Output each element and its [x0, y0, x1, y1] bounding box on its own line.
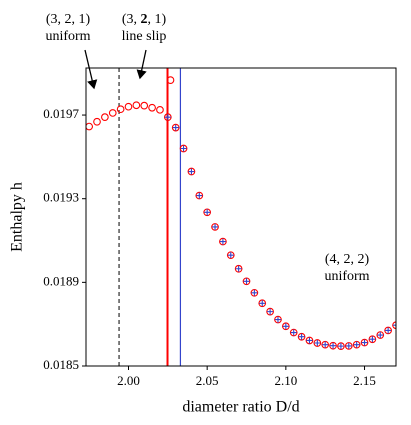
circle-marker	[313, 339, 322, 347]
plus-marker	[243, 278, 250, 285]
annotation-title: (3, 2, 1)	[46, 12, 91, 27]
circle-marker	[242, 277, 251, 286]
circle-marker	[321, 340, 330, 349]
circle-marker	[352, 340, 361, 349]
circle-marker	[360, 338, 369, 347]
circle-marker	[368, 335, 377, 344]
plus-marker	[227, 252, 234, 259]
plus-marker	[219, 238, 226, 245]
x-axis-label: diameter ratio D/d	[182, 399, 299, 416]
plus-marker	[204, 209, 211, 216]
plus-marker	[298, 333, 305, 340]
plus-marker	[377, 332, 384, 339]
plus-marker	[251, 289, 258, 296]
plus-marker	[330, 342, 337, 349]
circle-marker	[281, 322, 290, 331]
circle-marker	[108, 109, 117, 117]
circle-marker	[124, 102, 133, 111]
plus-marker	[267, 308, 274, 315]
axes-frame	[85, 67, 397, 367]
circle-marker	[226, 251, 235, 260]
x-tick-label: 2.00	[117, 373, 140, 388]
plus-marker	[290, 329, 297, 336]
y-axis-label: Enthalpy h	[9, 182, 26, 252]
circle-marker	[211, 223, 219, 231]
y-tick-label: 0.0189	[43, 273, 79, 288]
plus-marker	[369, 336, 376, 343]
circle-marker	[392, 321, 396, 330]
circle-marker	[337, 342, 345, 350]
annotation-title: (3, 2, 1)	[122, 12, 167, 27]
x-tick-label: 2.05	[196, 373, 219, 388]
plus-marker	[196, 192, 203, 199]
annotation-part: 2	[141, 12, 148, 27]
plus-marker	[361, 339, 368, 346]
annotation-title: (4, 2, 2)	[325, 252, 370, 267]
circle-marker	[203, 208, 212, 217]
plus-marker	[212, 223, 219, 230]
plus-marker	[345, 342, 352, 349]
circle-marker	[140, 101, 149, 110]
plus-marker	[259, 300, 266, 307]
circle-marker	[384, 326, 392, 335]
arrow	[84, 49, 98, 90]
circle-marker	[258, 299, 267, 308]
circle-marker	[219, 237, 227, 246]
circle-marker	[305, 336, 314, 345]
circle-marker	[187, 167, 196, 176]
y-tick-label: 0.0197	[43, 106, 79, 121]
circle-marker	[171, 123, 180, 132]
annotation-part: (3,	[122, 12, 141, 27]
circle-marker	[344, 342, 353, 350]
circle-marker	[132, 101, 141, 110]
circle-marker	[266, 307, 274, 316]
circle-marker	[289, 328, 298, 337]
circle-marker	[156, 105, 164, 114]
plus-marker	[235, 265, 242, 272]
circle-marker	[148, 103, 156, 112]
plus-marker	[180, 145, 187, 152]
plus-marker	[274, 316, 281, 323]
x-tick-label: 2.10	[274, 373, 297, 388]
plus-marker	[164, 114, 171, 121]
circle-marker	[86, 122, 93, 131]
plus-marker	[353, 341, 360, 348]
x-tick-label: 2.15	[353, 373, 376, 388]
annotation-text: uniform	[45, 29, 90, 44]
circle-marker	[101, 113, 109, 121]
plus-marker	[393, 322, 396, 329]
plot-area	[86, 68, 396, 366]
circle-marker	[116, 105, 125, 114]
circle-marker	[166, 76, 175, 84]
arrow	[136, 49, 147, 80]
annotation-text: line slip	[122, 29, 167, 44]
circle-marker	[93, 117, 101, 126]
circle-marker	[163, 113, 172, 121]
circle-marker	[329, 341, 337, 350]
y-tick-label: 0.0193	[43, 190, 79, 205]
annotation-text: uniform	[324, 269, 369, 284]
annotation-part: (3, 2, 1)	[46, 12, 91, 27]
circle-marker	[297, 332, 306, 341]
circle-marker	[274, 315, 282, 324]
plus-marker	[306, 337, 313, 344]
plus-marker	[314, 339, 321, 346]
circle-marker	[195, 191, 204, 200]
plus-marker	[188, 168, 195, 175]
annotation-part: (4, 2, 2)	[325, 252, 370, 267]
plus-marker	[172, 124, 179, 131]
circle-marker	[250, 288, 259, 297]
plus-marker	[322, 341, 329, 348]
circle-marker	[376, 331, 385, 339]
circle-marker	[179, 144, 188, 153]
plus-marker	[337, 343, 344, 350]
annotation-part: , 1)	[148, 12, 167, 27]
plus-marker	[282, 323, 289, 330]
circle-marker	[234, 264, 243, 273]
plus-marker	[385, 327, 392, 334]
y-tick-label: 0.0185	[43, 357, 79, 372]
